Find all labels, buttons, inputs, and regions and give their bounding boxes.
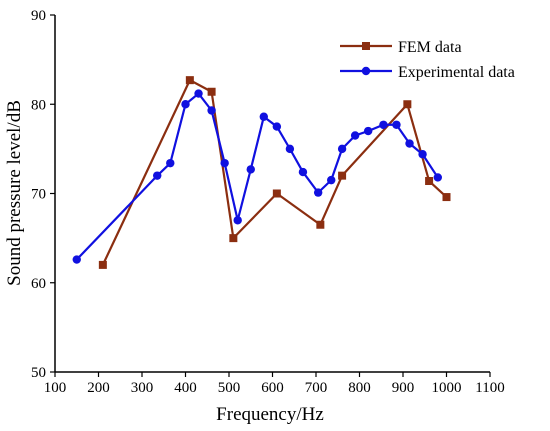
data-point <box>272 122 282 131</box>
x-tick-label: 100 <box>44 380 67 396</box>
legend-label: FEM data <box>398 39 462 56</box>
data-point <box>185 76 194 85</box>
data-point <box>298 167 308 177</box>
legend-marker <box>361 66 371 76</box>
series-line <box>75 92 439 261</box>
y-tick-label: 90 <box>31 8 46 24</box>
data-point <box>229 234 238 243</box>
y-tick-label: 70 <box>31 187 46 203</box>
data-point <box>272 189 281 198</box>
x-tick-label: 800 <box>348 380 371 396</box>
series-experimental-data <box>72 89 442 264</box>
data-point <box>418 150 427 159</box>
y-tick-label: 60 <box>31 276 46 292</box>
data-point <box>392 120 401 129</box>
data-point <box>207 87 216 96</box>
legend-label: Experimental data <box>398 64 515 81</box>
data-point <box>153 171 162 180</box>
data-point <box>181 100 190 109</box>
data-point <box>338 171 347 180</box>
data-point <box>403 100 412 109</box>
axes: 100 200 300 400 500 600 700 800 900 1000 1100 50 60 7… <box>31 8 505 396</box>
data-point <box>405 139 414 148</box>
data-point <box>379 120 388 129</box>
data-point <box>316 220 325 229</box>
data-point <box>364 126 373 136</box>
x-tick-label: 400 <box>174 380 197 396</box>
legend: FEM data Experimental data <box>340 39 515 81</box>
series-line <box>101 79 448 266</box>
x-tick-label: 700 <box>305 380 328 396</box>
data-point <box>327 175 336 185</box>
data-point <box>233 216 242 225</box>
series-fem-data <box>98 76 451 269</box>
plot-area <box>72 76 451 269</box>
x-tick-label: 1000 <box>432 380 462 396</box>
data-point <box>72 255 81 264</box>
data-point <box>313 188 323 197</box>
y-tick-label: 50 <box>31 365 46 381</box>
x-tick-label: 500 <box>218 380 241 396</box>
data-point <box>350 131 360 140</box>
x-tick-label: 300 <box>131 380 154 396</box>
legend-item: FEM data <box>340 39 462 56</box>
data-point <box>220 158 229 168</box>
y-tick-label: 80 <box>31 97 46 113</box>
x-tick-label: 900 <box>392 380 415 396</box>
data-point <box>259 112 268 121</box>
x-tick-label: 600 <box>261 380 284 396</box>
data-point <box>433 173 442 182</box>
x-tick-label: 200 <box>87 380 110 396</box>
data-point <box>166 158 175 168</box>
y-axis-title: Sound pressure level/dB <box>4 100 25 286</box>
x-axis-title: Frequency/Hz <box>216 404 324 425</box>
data-point <box>98 260 107 269</box>
legend-marker <box>362 42 370 50</box>
data-point <box>246 165 255 174</box>
data-point <box>194 89 203 98</box>
data-point <box>442 193 451 202</box>
x-tick-label: 1100 <box>475 380 504 396</box>
data-point <box>207 106 216 115</box>
data-point <box>425 177 434 186</box>
data-point <box>337 144 347 154</box>
data-point <box>285 144 295 154</box>
legend-item: Experimental data <box>340 64 515 81</box>
